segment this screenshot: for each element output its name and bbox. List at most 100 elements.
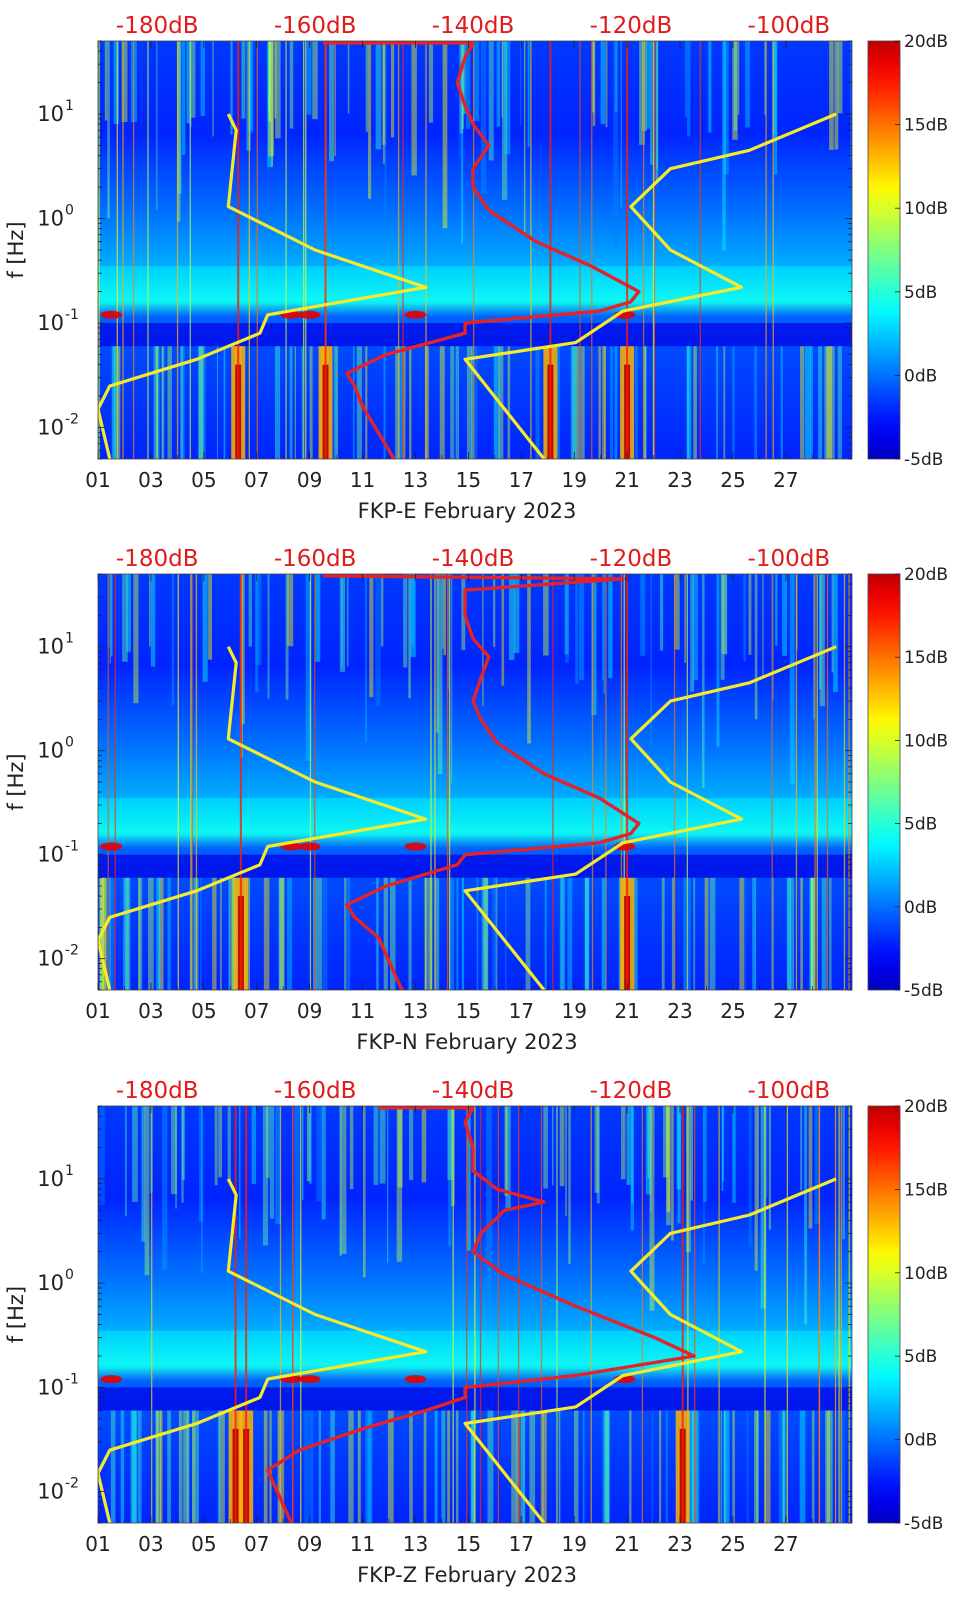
spectrogram-texture — [162, 346, 165, 459]
transient-line — [590, 1106, 592, 1523]
spectrogram-texture — [775, 574, 778, 646]
x-tick-label: 09 — [297, 999, 322, 1023]
spectrogram-texture — [439, 346, 445, 459]
spectrogram-texture — [476, 877, 479, 990]
transient-line — [402, 41, 404, 459]
spectrogram-texture — [153, 346, 159, 459]
spectrogram-texture — [102, 877, 108, 990]
spectrogram-texture — [232, 877, 235, 990]
spectrogram-texture — [447, 574, 449, 690]
spectrogram-texture — [403, 574, 408, 668]
microseism-peak — [100, 310, 123, 319]
spectrogram-texture — [650, 1106, 652, 1213]
event-line — [626, 574, 629, 990]
spectrogram-texture — [480, 41, 487, 194]
top-db-tick-label: -100dB — [748, 546, 831, 572]
spectrogram-texture — [840, 1410, 846, 1523]
colorbar-tick-label: 10dB — [904, 731, 948, 751]
transient-line — [425, 41, 427, 459]
spectrogram-texture — [716, 346, 718, 459]
noise-model-high-line — [463, 112, 837, 459]
spectrogram-texture — [138, 877, 143, 990]
spectrogram-texture — [268, 41, 271, 122]
colorbar-tick-label: 10dB — [904, 1264, 948, 1284]
spectrogram-texture — [186, 41, 191, 124]
spectrogram-texture — [436, 574, 439, 733]
spectrogram-texture — [199, 1106, 204, 1223]
spectrogram-texture — [721, 1106, 724, 1191]
spectrogram-texture — [605, 1410, 610, 1523]
y-tick-exponent: 1 — [65, 98, 74, 114]
spectrogram-texture — [544, 877, 547, 990]
spectrogram-texture — [314, 574, 321, 662]
spectrogram-texture — [527, 41, 530, 148]
transient-line — [641, 1106, 644, 1523]
transient-line — [530, 41, 532, 459]
spectrogram-texture — [603, 574, 605, 694]
spectrogram-texture — [486, 1106, 493, 1312]
spectrogram-texture — [397, 1106, 403, 1188]
spectrogram-texture — [629, 1410, 632, 1523]
spectrogram-texture — [208, 574, 212, 660]
spectrogram-texture — [487, 1410, 494, 1523]
top-db-tick-label: -120dB — [590, 546, 673, 572]
y-tick-label: 10 — [37, 1375, 64, 1399]
spectrogram-texture — [687, 877, 691, 990]
y-tick-exponent: -1 — [65, 1371, 79, 1387]
spectrogram-texture — [655, 41, 659, 181]
spectrogram-texture — [810, 877, 815, 990]
spectrogram-texture — [829, 41, 834, 150]
y-tick-label: 10 — [37, 1167, 64, 1191]
spectrogram-texture — [614, 41, 618, 113]
y-tick-label: 10 — [37, 1271, 64, 1295]
colorbar-tick-label: 20dB — [904, 1097, 948, 1117]
spectrogram-texture — [722, 1410, 729, 1523]
spectrogram-image — [98, 41, 852, 459]
spectrogram-texture — [171, 574, 175, 706]
spectrogram-texture — [501, 574, 505, 686]
spectrogram-texture — [390, 41, 395, 138]
spectrogram-texture — [732, 1410, 735, 1523]
spectrogram-texture — [572, 346, 577, 459]
transient-line — [795, 574, 798, 990]
spectrogram-texture — [113, 346, 118, 459]
event-line — [234, 1106, 237, 1523]
spectrogram-texture — [306, 41, 312, 115]
spectrogram-texture — [686, 346, 692, 459]
spectrogram-texture — [631, 1106, 634, 1204]
microseism-band — [98, 266, 852, 305]
spectrogram-texture — [756, 1410, 759, 1523]
spectrogram-texture — [450, 346, 455, 459]
spectrogram-texture — [513, 574, 520, 653]
spectrogram-texture — [368, 41, 372, 199]
y-tick-exponent: 1 — [65, 631, 74, 647]
spectrogram-texture — [830, 346, 835, 459]
transient-line — [623, 574, 625, 990]
spectrogram-texture — [635, 877, 638, 990]
spectrogram-texture — [591, 574, 597, 716]
spectrogram-texture — [201, 1106, 203, 1273]
spectrogram-texture — [268, 41, 274, 157]
x-tick-label: 23 — [667, 1532, 692, 1556]
spectrogram-texture — [161, 346, 163, 459]
spectrogram-texture — [227, 1106, 231, 1183]
spectrogram-texture — [703, 1106, 705, 1266]
transient-line — [693, 1106, 696, 1523]
spectrogram-texture — [216, 346, 218, 459]
event-line — [324, 41, 327, 459]
y-tick-label: 10 — [37, 739, 64, 763]
spectrogram-texture — [505, 1106, 511, 1211]
spectrogram-texture — [317, 877, 323, 990]
spectrogram-texture — [181, 41, 186, 155]
spectrogram-texture — [408, 877, 412, 990]
transient-line — [195, 574, 198, 990]
spectrogram-texture — [723, 346, 726, 459]
transient-line — [540, 1106, 543, 1523]
spectrogram-texture — [218, 1106, 223, 1178]
x-tick-label: 19 — [561, 1532, 586, 1556]
x-tick-label: 15 — [456, 1532, 481, 1556]
colorbar-tick-label: 15dB — [904, 116, 948, 136]
spectrogram-texture — [383, 877, 388, 990]
spectrogram-texture — [613, 41, 618, 249]
